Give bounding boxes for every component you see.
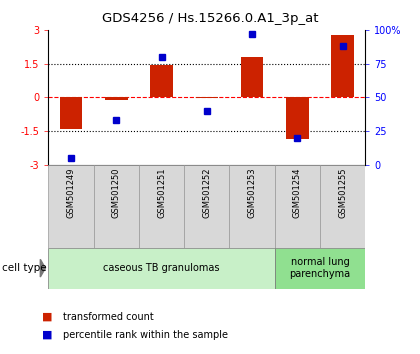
Text: transformed count: transformed count <box>63 312 154 322</box>
Bar <box>184 165 229 248</box>
Bar <box>94 165 139 248</box>
Bar <box>241 57 263 97</box>
Bar <box>139 165 184 248</box>
Text: GSM501252: GSM501252 <box>202 167 211 218</box>
Text: GSM501249: GSM501249 <box>66 167 76 218</box>
Bar <box>320 165 365 248</box>
Bar <box>275 248 365 289</box>
Bar <box>60 97 82 129</box>
Bar <box>105 97 128 99</box>
Bar <box>48 165 94 248</box>
Text: GSM501250: GSM501250 <box>112 167 121 218</box>
Bar <box>48 248 275 289</box>
Bar <box>275 165 320 248</box>
Text: GSM501254: GSM501254 <box>293 167 302 218</box>
Text: GSM501253: GSM501253 <box>248 167 257 218</box>
Bar <box>150 65 173 97</box>
Text: caseous TB granulomas: caseous TB granulomas <box>103 263 220 273</box>
Bar <box>331 35 354 97</box>
Text: GSM501251: GSM501251 <box>157 167 166 218</box>
Text: ■: ■ <box>42 330 52 339</box>
Polygon shape <box>40 259 45 277</box>
Text: percentile rank within the sample: percentile rank within the sample <box>63 330 228 339</box>
Bar <box>196 97 218 98</box>
Text: GSM501255: GSM501255 <box>338 167 347 218</box>
Text: ■: ■ <box>42 312 52 322</box>
Text: GDS4256 / Hs.15266.0.A1_3p_at: GDS4256 / Hs.15266.0.A1_3p_at <box>102 12 318 25</box>
Bar <box>229 165 275 248</box>
Bar <box>286 97 309 139</box>
Text: normal lung
parenchyma: normal lung parenchyma <box>289 257 351 279</box>
Text: cell type: cell type <box>2 263 47 273</box>
